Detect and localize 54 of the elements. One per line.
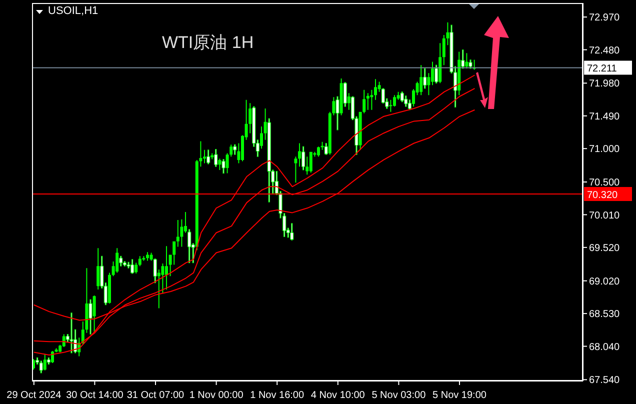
y-tick-label: 71.000 [589,144,620,156]
x-tick-label: 1 Nov 00:00 [189,390,244,401]
candlestick [290,223,294,240]
candlestick [317,146,320,157]
candlestick [309,152,312,173]
candlestick [294,156,298,183]
candlestick [70,312,74,354]
candlestick [146,252,149,261]
candlestick [472,60,476,70]
candlestick [138,256,142,266]
y-tick-label: 68.040 [589,342,620,353]
y-tick-label: 72.970 [589,12,620,24]
candlestick [165,246,168,290]
candlestick [134,262,138,274]
y-tick-label: 69.520 [589,242,620,254]
candlestick [108,272,111,304]
y-tick-label: 72.480 [589,45,620,56]
candlestick [176,220,180,247]
x-tick-label: 29 Oct 2024 [6,390,62,401]
candlestick [370,90,374,110]
y-tick-label: 71.980 [589,78,620,90]
candlestick [214,148,218,167]
candlestick [438,43,442,84]
x-tick-label: 31 Oct 07:00 [126,390,185,401]
candlestick [302,146,306,170]
candlestick [298,143,301,167]
y-tick-label: 71.490 [589,111,620,122]
candlestick [420,65,423,96]
candlestick [43,354,46,370]
ref-line-label: 72.211 [587,64,618,75]
chart-subtitle: USOIL,H1 [48,5,98,17]
x-tick-label: 30 Oct 14:00 [66,390,124,401]
y-tick-label: 67.540 [589,375,620,386]
y-tick-label: 70.010 [589,210,620,222]
candlestick [374,79,377,100]
candlestick [465,53,468,68]
ref-line-label: 70.320 [587,190,618,202]
y-tick-label: 69.020 [589,276,620,288]
candlestick [404,96,408,107]
candlestick [51,350,54,363]
x-tick-label: 4 Nov 10:00 [310,390,366,401]
x-tick-label: 1 Nov 16:00 [250,390,304,401]
candlestick [96,248,100,290]
x-tick-label: 5 Nov 03:00 [372,390,426,401]
candlestick [206,150,210,164]
candlestick [92,296,96,333]
y-tick-label: 70.500 [589,178,620,189]
text: WTI原油 1H [162,32,254,54]
y-tick-label: 68.530 [589,309,620,320]
candlestick [54,348,58,352]
candlestick [116,248,119,273]
x-tick-label: 5 Nov 19:00 [432,390,487,401]
candlestick [130,259,134,274]
candlestick [366,93,370,110]
